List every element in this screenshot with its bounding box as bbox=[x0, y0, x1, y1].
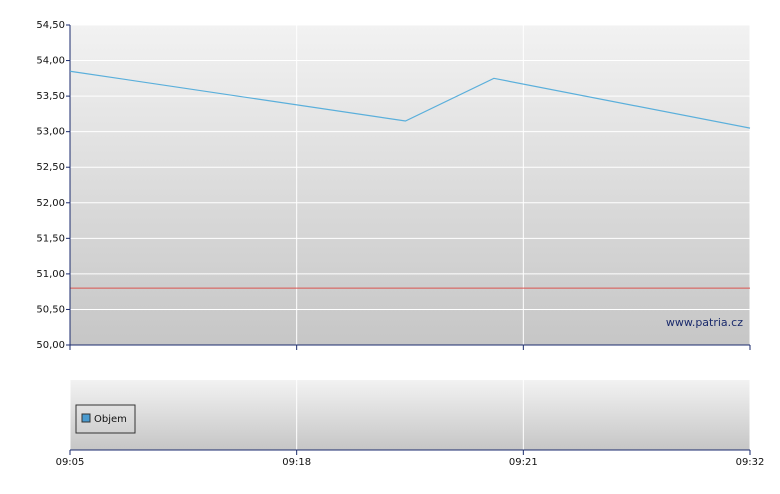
price-line bbox=[69, 70, 751, 129]
watermark: www.patria.cz bbox=[666, 316, 743, 329]
y-tick-label: 53,50 bbox=[36, 91, 65, 102]
x-tick-label: 09:21 bbox=[509, 457, 538, 468]
y-tick-label: 54,00 bbox=[36, 56, 65, 67]
x-tick-label: 09:18 bbox=[282, 457, 311, 468]
legend-label: Objem bbox=[94, 414, 127, 425]
y-tick-label: 54,50 bbox=[36, 20, 65, 31]
volume-plot-area bbox=[70, 380, 750, 450]
x-tick-label: 09:05 bbox=[56, 457, 85, 468]
y-tick-label: 50,00 bbox=[36, 340, 65, 351]
legend-box bbox=[75, 404, 136, 434]
y-tick-label: 50,50 bbox=[36, 304, 65, 315]
y-tick-label: 51,00 bbox=[36, 269, 65, 280]
legend-swatch bbox=[81, 413, 91, 423]
y-tick-label: 52,50 bbox=[36, 162, 65, 173]
x-tick-label: 09:32 bbox=[736, 457, 765, 468]
legend: Objem bbox=[75, 404, 136, 434]
plot-area bbox=[70, 25, 750, 345]
y-tick-label: 51,50 bbox=[36, 233, 65, 244]
y-tick-label: 53,00 bbox=[36, 127, 65, 138]
y-tick-label: 52,00 bbox=[36, 198, 65, 209]
